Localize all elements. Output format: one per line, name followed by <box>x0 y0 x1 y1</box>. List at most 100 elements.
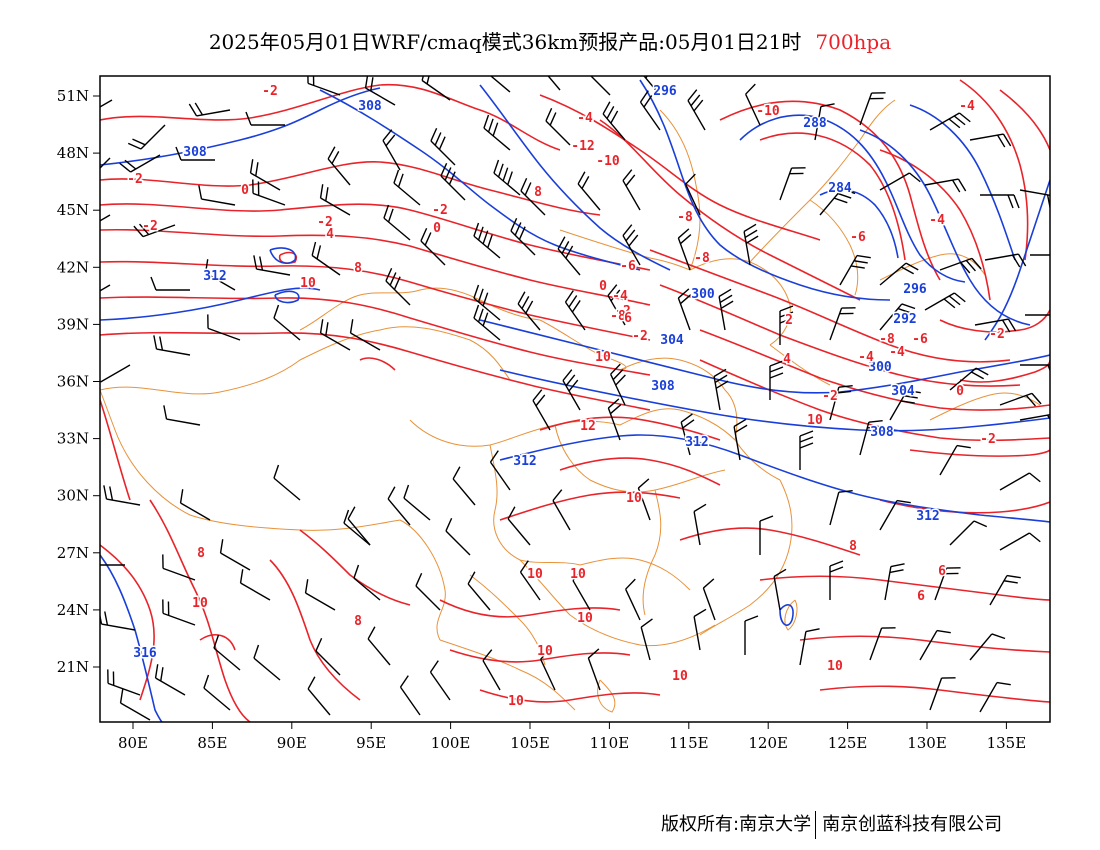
wind-barb-feather <box>799 436 814 443</box>
latitude-axis: 51N 48N 45N 42N 39N 36N 33N 30N 27N 24N 21N <box>57 87 100 676</box>
wind-barb-feather <box>253 255 258 270</box>
boundary-line <box>519 559 716 647</box>
wind-barb-staff <box>564 301 586 331</box>
wind-barb-feather <box>769 366 784 373</box>
boundary-line <box>539 319 627 371</box>
height-contour-line <box>739 114 966 283</box>
boundary-line <box>689 258 791 346</box>
temperature-label: -10 <box>596 154 620 169</box>
wind-barb-feather <box>905 262 919 271</box>
wind-barb-feather <box>1046 194 1050 209</box>
wind-barb-feather <box>719 294 733 304</box>
wind-barb-staff <box>607 407 621 441</box>
wind-barb <box>162 554 196 581</box>
wind-barb-feather <box>70 291 81 305</box>
wind-barb-staff <box>489 461 511 491</box>
temperature-label: 10 <box>192 596 208 611</box>
wind-barb <box>100 99 113 118</box>
wind-barb-feather <box>838 489 853 493</box>
wind-barb-feather <box>421 76 427 81</box>
wind-barb-staff <box>744 93 761 126</box>
temperature-label: 0 <box>599 279 607 294</box>
footer-copyright: 版权所有:南京大学 <box>661 814 812 835</box>
wind-barb-feather <box>677 288 690 299</box>
longitude-tick-label: 80E <box>118 734 148 752</box>
isotherm-line <box>599 119 861 301</box>
wind-barb-feather <box>714 374 728 384</box>
wind-barb-staff <box>201 198 236 206</box>
wind-barb-staff <box>939 257 973 271</box>
wind-barb-staff <box>482 660 501 691</box>
wind-barb <box>919 629 951 661</box>
wind-barb-feather <box>1047 364 1050 379</box>
wind-barb-feather <box>175 146 182 161</box>
wind-barb-feather <box>769 360 784 367</box>
wind-barb-feather <box>867 425 882 429</box>
wind-barb-feather <box>829 560 844 567</box>
wind-barb-feather <box>273 304 280 319</box>
wind-barb <box>483 76 511 93</box>
wind-barb-staff <box>213 647 241 671</box>
wind-barb <box>188 102 231 117</box>
temperature-label: 6 <box>624 311 632 326</box>
temperature-label: 10 <box>626 491 642 506</box>
wind-barb-feather <box>948 295 961 306</box>
wind-barb <box>934 567 961 601</box>
wind-barb-staff <box>929 677 943 711</box>
wind-barb <box>315 637 341 676</box>
wind-barb-feather <box>568 295 578 308</box>
wind-barb <box>1025 314 1050 316</box>
temperature-label: -10 <box>756 104 780 119</box>
isotherm-line <box>909 449 1050 457</box>
wind-barb-staff <box>999 472 1030 491</box>
wind-barb <box>999 392 1042 407</box>
wind-barb-feather <box>367 626 376 640</box>
wind-barb-feather <box>492 122 499 137</box>
wind-barb <box>507 506 531 546</box>
wind-barb-feather <box>397 173 404 188</box>
wind-barb <box>347 506 371 546</box>
isotherm-line <box>100 260 651 341</box>
temperature-label: 10 <box>595 350 611 365</box>
wind-barb <box>127 124 166 150</box>
wind-barb <box>385 267 411 306</box>
wind-barb-feather <box>150 276 157 291</box>
wind-barb-feather <box>890 563 905 568</box>
temperature-label: -2 <box>142 219 158 234</box>
wind-barb-feather <box>841 188 856 195</box>
wind-barb-feather <box>473 304 480 319</box>
wind-barb <box>622 169 641 211</box>
wind-barb <box>163 405 201 426</box>
wind-barb-feather <box>493 159 500 174</box>
height-label: 312 <box>916 509 939 524</box>
temperature-label: -8 <box>610 309 626 324</box>
height-label: 304 <box>660 333 684 348</box>
wind-barb <box>622 224 641 266</box>
isotherm-line <box>100 331 651 411</box>
wind-barb-feather <box>325 187 329 202</box>
wind-barb-staff <box>445 530 471 556</box>
wind-barb-feather <box>610 110 619 124</box>
wind-barb-staff <box>989 575 1008 606</box>
boundary-line <box>749 99 896 263</box>
wind-barb-feather <box>75 288 86 302</box>
wind-barb <box>387 486 411 526</box>
wind-barb <box>252 179 286 206</box>
wind-barb-feather <box>853 260 868 264</box>
boundary-line <box>769 344 831 386</box>
wind-barb-feather <box>571 300 581 313</box>
wind-barb <box>799 430 814 470</box>
wind-barb <box>273 304 301 341</box>
wind-barb-feather <box>565 374 576 387</box>
wind-barb-staff <box>393 182 421 206</box>
wind-barb-feather <box>393 169 400 184</box>
wind-barb-feather <box>946 567 961 569</box>
wind-barb-staff <box>205 272 236 291</box>
wind-barb <box>473 222 501 259</box>
wind-barb-feather <box>936 629 951 634</box>
title-pressure-level: 700hpa <box>815 30 892 54</box>
isotherm-line <box>100 203 651 271</box>
isotherm-line <box>879 499 1050 514</box>
wind-barb-feather <box>399 675 409 688</box>
